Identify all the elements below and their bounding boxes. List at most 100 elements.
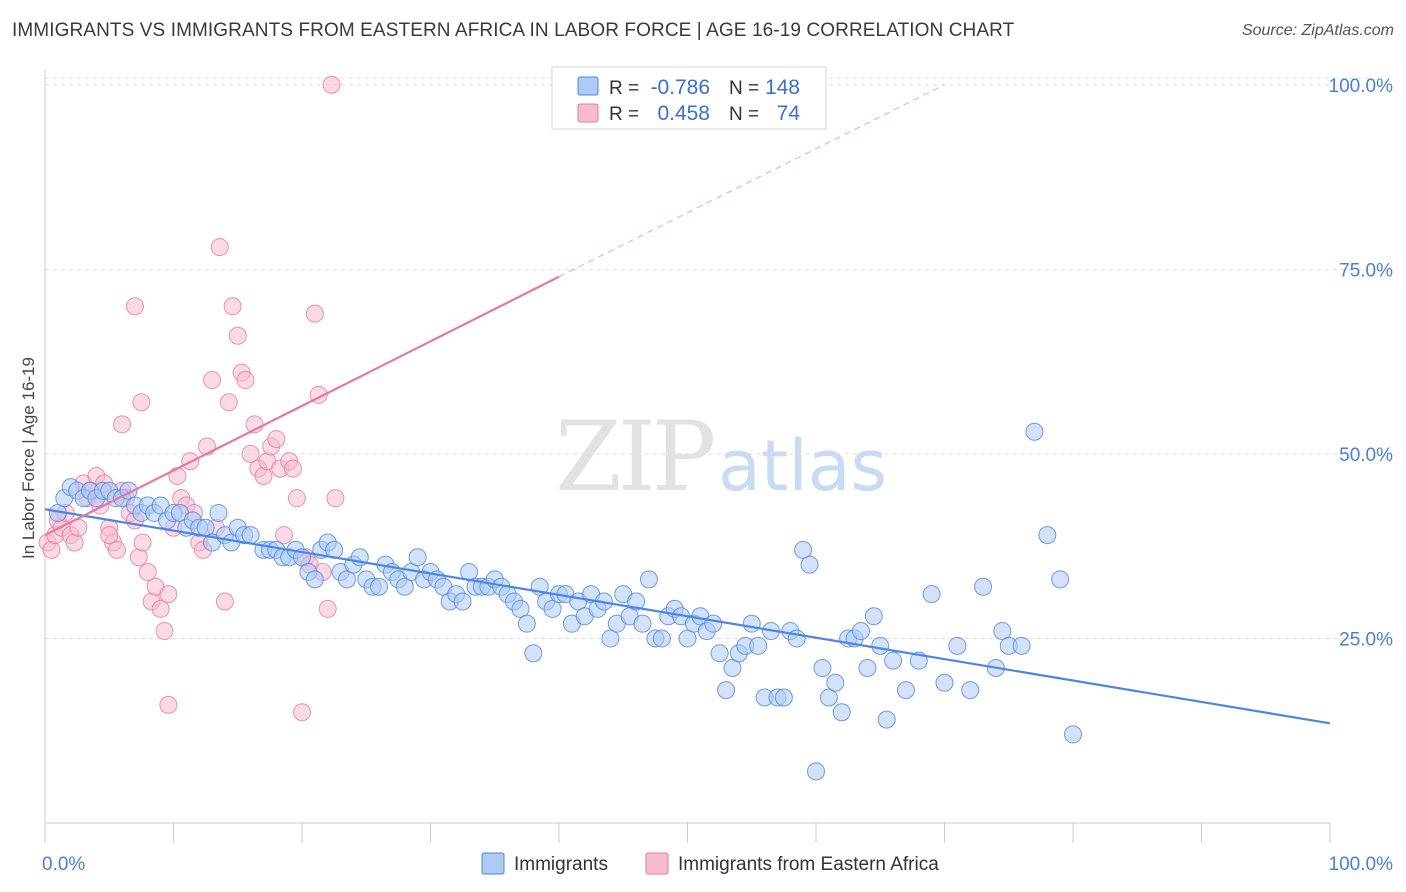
- legend-r-value-1: -0.786: [650, 76, 710, 99]
- point-blue-55: [408, 548, 427, 567]
- point-pink-22: [129, 548, 148, 567]
- point-blue-136: [974, 577, 993, 596]
- legend-swatch-pink: [577, 103, 599, 123]
- point-pink-45: [228, 326, 247, 345]
- point-blue-144: [1064, 725, 1082, 744]
- point-blue-117: [807, 762, 825, 781]
- point-pink-59: [287, 489, 306, 508]
- point-blue-72: [517, 614, 536, 633]
- point-pink-29: [159, 585, 178, 604]
- correlation-legend: R = -0.786 N = 148 R = 0.458 N = 74: [551, 66, 827, 130]
- point-blue-133: [935, 673, 954, 692]
- y-tick-label-0: 25.0%: [1339, 629, 1393, 650]
- trend-line-pink: [44, 275, 560, 537]
- trend-line-extension-pink: [558, 84, 945, 278]
- point-blue-134: [948, 636, 967, 655]
- source-label: Source: ZipAtlas.com: [1241, 22, 1394, 39]
- point-pink-39: [203, 371, 222, 390]
- point-pink-48: [241, 444, 260, 463]
- point-pink-70: [100, 526, 119, 545]
- point-pink-28: [155, 622, 174, 641]
- point-blue-30: [241, 526, 260, 545]
- bottom-legend-label-eastern-africa: Immigrants from Eastern Africa: [678, 854, 939, 875]
- legend-n-label-1: N =: [729, 78, 759, 99]
- point-blue-103: [717, 681, 736, 700]
- point-pink-47: [236, 371, 255, 390]
- legend-r-label-1: R =: [609, 78, 639, 99]
- point-blue-125: [858, 658, 877, 677]
- axes: [44, 70, 1331, 843]
- point-blue-129: [884, 651, 903, 670]
- tick-labels: 25.0% 50.0% 75.0% 100.0% 0.0% 100.0%: [42, 76, 1393, 875]
- point-blue-143: [1051, 570, 1070, 589]
- point-blue-142: [1038, 526, 1057, 545]
- point-blue-126: [864, 607, 883, 626]
- point-pink-72: [113, 415, 132, 434]
- point-pink-63: [305, 304, 324, 323]
- point-pink-54: [267, 430, 286, 449]
- point-blue-39: [305, 570, 324, 589]
- chart-title: IMMIGRANTS VS IMMIGRANTS FROM EASTERN AF…: [12, 20, 1015, 41]
- point-pink-7: [65, 533, 84, 552]
- point-pink-17: [107, 540, 126, 559]
- point-blue-116: [800, 555, 819, 574]
- point-pink-27: [151, 599, 170, 618]
- series-legend: Immigrants Immigrants from Eastern Afric…: [481, 852, 939, 875]
- point-blue-128: [877, 710, 896, 729]
- point-pink-44: [223, 297, 242, 316]
- trend-line-blue: [44, 508, 1331, 725]
- point-pink-69: [159, 695, 178, 714]
- point-pink-58: [284, 459, 303, 478]
- y-tick-label-1: 50.0%: [1339, 445, 1393, 466]
- point-pink-56: [275, 526, 294, 545]
- point-blue-108: [749, 636, 768, 655]
- legend-n-label-2: N =: [729, 104, 759, 125]
- y-axis-title: In Labor Force | Age 16-19: [19, 357, 38, 559]
- point-blue-93: [652, 629, 671, 648]
- point-pink-24: [138, 563, 157, 581]
- point-pink-60: [293, 703, 311, 722]
- point-blue-89: [627, 592, 646, 611]
- point-blue-107: [742, 614, 761, 633]
- point-blue-132: [922, 585, 941, 604]
- bottom-legend-label-immigrants: Immigrants: [514, 854, 608, 875]
- point-blue-90: [633, 614, 652, 633]
- point-pink-73: [132, 393, 151, 412]
- watermark: ZIP atlas: [555, 401, 887, 513]
- point-pink-42: [215, 592, 234, 611]
- series-eastern-africa: [38, 75, 345, 722]
- point-blue-102: [710, 644, 729, 663]
- point-pink-38: [197, 437, 216, 456]
- bottom-legend-swatch-blue: [481, 852, 505, 875]
- point-blue-101: [704, 614, 723, 633]
- point-blue-120: [826, 673, 845, 692]
- point-pink-41: [210, 238, 229, 257]
- point-blue-118: [813, 658, 832, 677]
- legend-r-label-2: R =: [609, 104, 639, 125]
- grid-lines: [45, 77, 1370, 639]
- x-tick-label-0: 0.0%: [42, 854, 85, 875]
- point-pink-66: [318, 599, 337, 618]
- point-blue-140: [1012, 636, 1031, 655]
- series-immigrants: [48, 422, 1082, 781]
- point-blue-127: [871, 636, 890, 655]
- legend-swatch-blue: [577, 76, 599, 96]
- point-blue-124: [851, 622, 870, 641]
- trend-lines: [44, 84, 1331, 725]
- point-pink-68: [326, 489, 345, 508]
- watermark-atlas: atlas: [718, 425, 887, 507]
- point-pink-43: [219, 393, 238, 412]
- watermark-zip: ZIP: [555, 401, 714, 513]
- point-blue-25: [209, 503, 228, 522]
- point-blue-112: [774, 688, 793, 707]
- point-blue-135: [961, 681, 980, 700]
- point-blue-141: [1025, 422, 1044, 441]
- y-tick-label-3: 100.0%: [1329, 76, 1394, 97]
- point-blue-130: [896, 681, 915, 700]
- point-blue-73: [524, 644, 543, 663]
- point-pink-51: [254, 467, 273, 486]
- point-blue-49: [370, 577, 389, 596]
- legend-n-value-1: 148: [765, 76, 800, 99]
- point-blue-91: [639, 570, 658, 589]
- x-tick-label-1: 100.0%: [1329, 854, 1394, 875]
